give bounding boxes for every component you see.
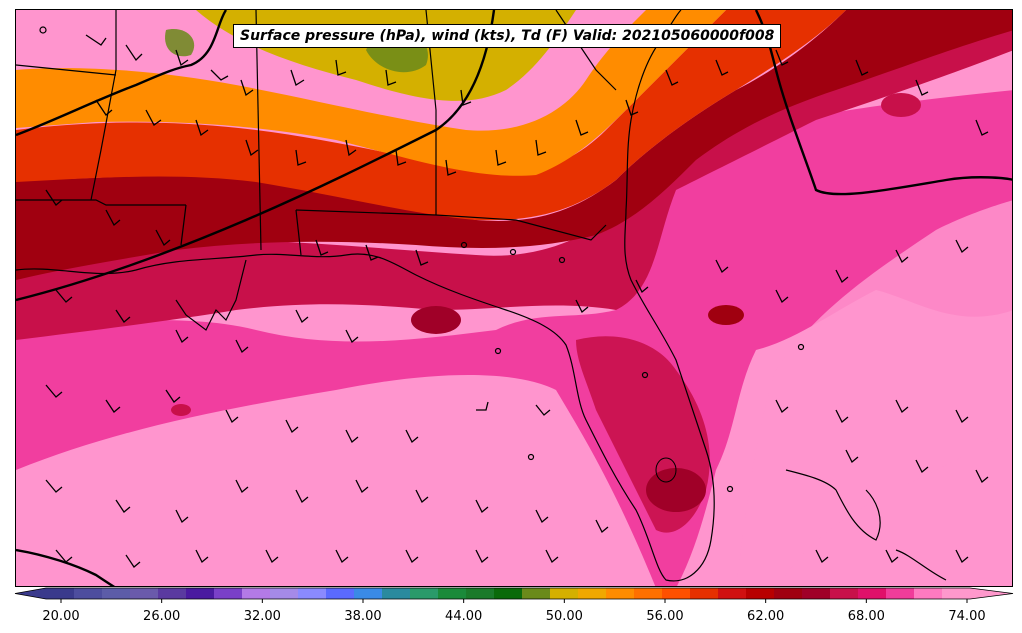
colorbar-tick-label: 32.00 <box>244 609 281 624</box>
colorbar-segment <box>942 588 971 599</box>
colorbar-segment <box>214 588 243 599</box>
colorbar-segment <box>718 588 747 599</box>
colorbar-segment <box>382 588 411 599</box>
storm-cell <box>881 93 921 117</box>
colorbar-segment <box>270 588 299 599</box>
colorbar-segment <box>914 588 943 599</box>
colorbar-tick-label: 68.00 <box>848 609 885 624</box>
colorbar-segment <box>886 588 915 599</box>
colorbar-segment <box>242 588 271 599</box>
colorbar-tick-label: 56.00 <box>646 609 683 624</box>
colorbar-tick-label: 26.00 <box>143 609 180 624</box>
colorbar-segment <box>74 588 103 599</box>
colorbar-segment <box>130 588 159 599</box>
station-markers <box>39 26 805 493</box>
colorbar-segment <box>802 588 831 599</box>
colorbar-tick-label: 62.00 <box>747 609 784 624</box>
colorbar-segments <box>14 587 1014 600</box>
colorbar-segment <box>830 588 859 599</box>
colorbar-segment <box>550 588 579 599</box>
colorbar-segment <box>746 588 775 599</box>
colorbar-tick-label: 20.00 <box>42 609 79 624</box>
colorbar-segment <box>186 588 215 599</box>
colorbar-segment <box>158 588 187 599</box>
colorbar-segment <box>606 588 635 599</box>
colorbar-segment <box>774 588 803 599</box>
colorbar-segment <box>494 588 523 599</box>
colorbar-segment <box>46 588 75 599</box>
colorbar-segment <box>662 588 691 599</box>
colorbar-ticks: 20.00 26.00 32.00 38.00 44.00 50.00 56.00 62.00… <box>42 599 986 624</box>
map-title: Surface pressure (hPa), wind (kts), Td (… <box>233 24 782 48</box>
colorbar-segment <box>466 588 495 599</box>
colorbar-segment <box>102 588 131 599</box>
coastal-mid-td-zone <box>16 10 1012 340</box>
colorbar-segment <box>522 588 551 599</box>
colorbar-extend-min <box>15 588 46 599</box>
storm-cell <box>171 404 191 416</box>
inland-dry-zone <box>16 10 726 176</box>
gulf-light-patch <box>16 375 656 586</box>
colorbar-tick-label: 44.00 <box>445 609 482 624</box>
colorbar-segment <box>690 588 719 599</box>
colorbar-segment <box>438 588 467 599</box>
atlantic-light-patch <box>736 200 1012 586</box>
colorbar-segment <box>354 588 383 599</box>
colorbar-segment <box>298 588 327 599</box>
lake-okeechobee <box>655 457 677 483</box>
colorbar: 20.00 26.00 32.00 38.00 44.00 50.00 56.00 62.00… <box>14 587 1014 624</box>
colorbar-segment <box>326 588 355 599</box>
colorbar-outline <box>14 587 1014 600</box>
storm-cell <box>646 468 706 512</box>
inland-moderate-zone <box>16 10 846 221</box>
storm-cell <box>411 306 461 334</box>
colorbar-segment <box>858 588 887 599</box>
wind-barbs <box>45 34 989 568</box>
colorbar-segment <box>634 588 663 599</box>
green-dry-patch-2 <box>165 29 195 57</box>
coastline <box>16 10 947 582</box>
colorbar-segment <box>578 588 607 599</box>
dewpoint-map <box>16 10 1012 586</box>
colorbar-segment <box>410 588 439 599</box>
colorbar-tick-label: 38.00 <box>344 609 381 624</box>
storm-cell <box>708 305 744 325</box>
colorbar-extend-max <box>970 588 1013 599</box>
map-panel: Surface pressure (hPa), wind (kts), Td (… <box>15 9 1013 587</box>
colorbar-tick-label: 74.00 <box>948 609 985 624</box>
colorbar-tick-label: 50.00 <box>546 609 583 624</box>
